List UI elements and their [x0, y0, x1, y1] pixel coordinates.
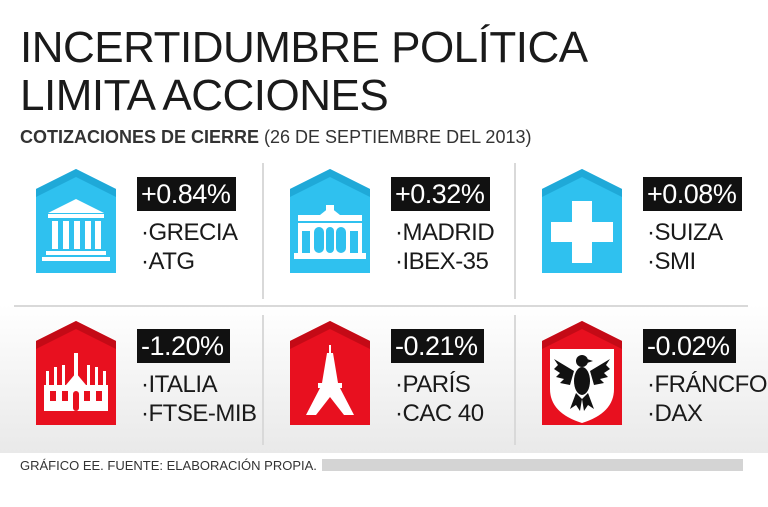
country-label: ·ITALIA — [141, 371, 218, 398]
country-label: ·FRÁNCFORT — [647, 371, 768, 398]
row-gains — [0, 155, 768, 305]
subtitle-date: (26 DE SEPTIEMBRE DEL 2013) — [259, 127, 532, 147]
country-label: ·MADRID — [395, 219, 495, 246]
german-eagle-icon — [542, 321, 622, 425]
index-label: ·ATG — [141, 248, 195, 275]
source-footer: GRÁFICO EE. FUENTE: ELABORACIÓN PROPIA. — [20, 458, 317, 473]
change-badge: -0.02% — [643, 329, 736, 363]
market-card-italia: -1.20% ·ITALIA ·FTSE-MIB — [10, 307, 260, 457]
markets-grid: +0.84% ·GRECIA ·ATG +0.32% ·MADR — [0, 155, 768, 453]
vertical-divider — [262, 315, 264, 445]
milan-cathedral-icon — [36, 321, 116, 425]
index-label: ·IBEX-35 — [395, 248, 489, 275]
country-label: ·SUIZA — [647, 219, 723, 246]
swiss-cross-icon — [542, 169, 622, 273]
index-label: ·SMI — [647, 248, 696, 275]
title-line-1: INCERTIDUMBRE POLÍTICA — [20, 23, 588, 72]
parthenon-icon — [36, 169, 116, 273]
vertical-divider — [514, 163, 516, 299]
market-card-francfort: -0.02% ·FRÁNCFORT ·DAX — [516, 307, 768, 457]
vertical-divider — [262, 163, 264, 299]
row-losses — [0, 305, 768, 453]
vertical-divider — [514, 315, 516, 445]
market-card-grecia: +0.84% ·GRECIA ·ATG — [10, 155, 260, 305]
title-line-2: LIMITA ACCIONES — [20, 71, 389, 120]
index-label: ·CAC 40 — [395, 400, 484, 427]
country-label: ·GRECIA — [141, 219, 238, 246]
horizontal-divider — [14, 305, 748, 307]
market-card-paris: -0.21% ·PARÍS ·CAC 40 — [264, 307, 514, 457]
change-badge: +0.08% — [643, 177, 743, 211]
change-badge: +0.32% — [391, 177, 491, 211]
index-label: ·DAX — [647, 400, 703, 427]
puerta-de-alcala-icon — [290, 169, 370, 273]
page-title: INCERTIDUMBRE POLÍTICA LIMITA ACCIONES — [20, 24, 588, 120]
change-badge: +0.84% — [137, 177, 237, 211]
market-card-madrid: +0.32% ·MADRID ·IBEX-35 — [264, 155, 514, 305]
subtitle: COTIZACIONES DE CIERRE (26 DE SEPTIEMBRE… — [20, 127, 531, 148]
change-badge: -0.21% — [391, 329, 484, 363]
index-label: ·FTSE-MIB — [141, 400, 257, 427]
subtitle-bold: COTIZACIONES DE CIERRE — [20, 127, 260, 147]
change-badge: -1.20% — [137, 329, 230, 363]
country-label: ·PARÍS — [395, 371, 471, 398]
eiffel-tower-icon — [290, 321, 370, 425]
footer-bar — [322, 459, 743, 471]
market-card-suiza: +0.08% ·SUIZA ·SMI — [516, 155, 766, 305]
